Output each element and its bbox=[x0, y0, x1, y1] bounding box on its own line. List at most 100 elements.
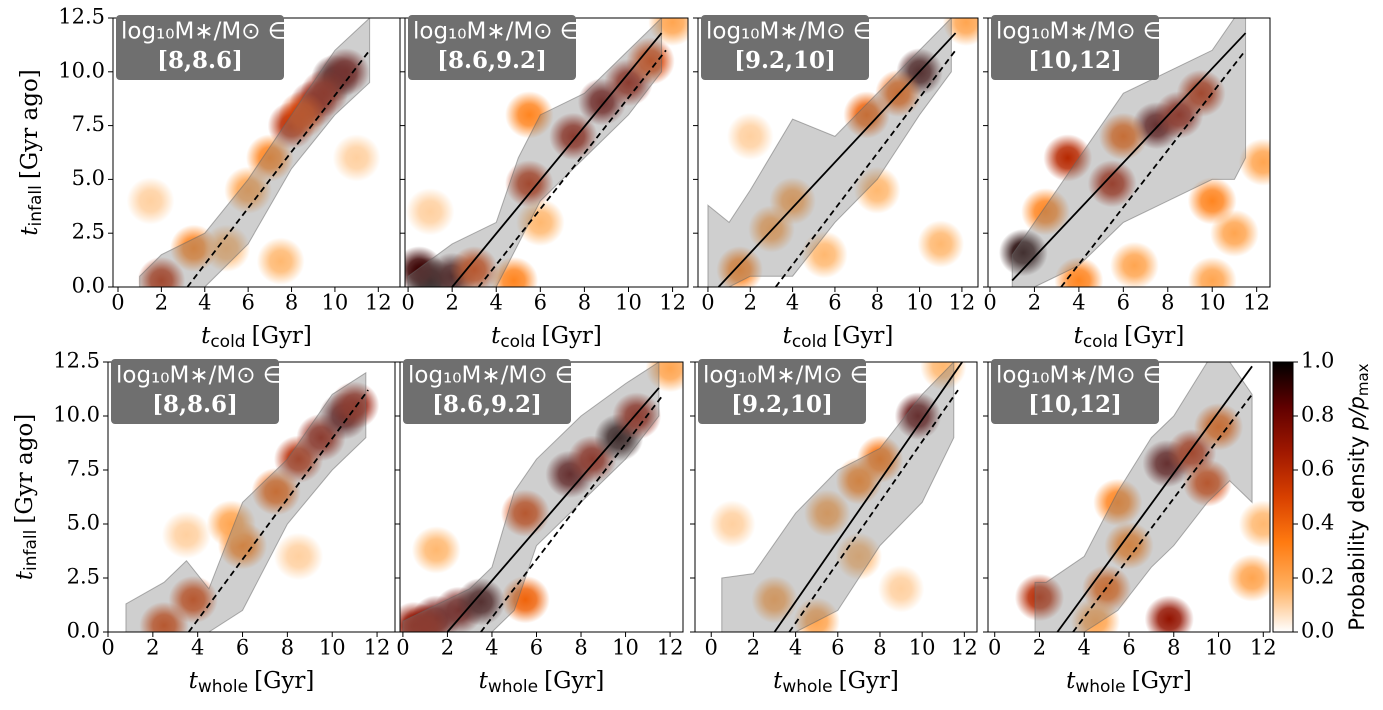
density-blob bbox=[405, 188, 455, 236]
density-blob bbox=[645, 362, 683, 393]
y-label-symbol: t bbox=[12, 570, 38, 580]
density-blob bbox=[329, 381, 380, 429]
x-tick-label: 2 bbox=[747, 636, 760, 660]
panel-label: log₁₀M∗/M⊙ ∈ bbox=[116, 363, 283, 389]
x-tick-label: 10 bbox=[1205, 636, 1232, 660]
x-label-sub: whole bbox=[488, 677, 538, 697]
panel-label-box bbox=[111, 359, 279, 424]
panel-label: log₁₀M∗/M⊙ ∈ bbox=[996, 363, 1163, 389]
density-blob bbox=[894, 392, 942, 440]
spread-band bbox=[125, 371, 367, 632]
x-tick-label: 2 bbox=[155, 291, 168, 315]
x-tick-label: 8 bbox=[873, 636, 886, 660]
x-tick-label: 10 bbox=[319, 636, 346, 660]
x-tick-label: 8 bbox=[871, 291, 884, 315]
density-blob bbox=[400, 603, 450, 632]
density-blob bbox=[835, 532, 883, 581]
reference-line bbox=[446, 387, 660, 632]
density-blob bbox=[626, 37, 675, 85]
reference-line bbox=[1056, 365, 1253, 632]
x-tick-label: 10 bbox=[906, 291, 933, 315]
x-label-sub: cold bbox=[500, 332, 535, 352]
x-label-symbol: t bbox=[189, 668, 199, 694]
x-tick-label: 6 bbox=[1122, 636, 1135, 660]
x-tick-label: 12 bbox=[657, 636, 684, 660]
density-blob bbox=[405, 246, 444, 287]
panel bbox=[709, 362, 967, 632]
x-tick-label: 8 bbox=[578, 291, 591, 315]
density-blob bbox=[1014, 573, 1065, 622]
panel bbox=[400, 362, 683, 632]
panel bbox=[125, 371, 380, 632]
x-tick-label: 10 bbox=[612, 636, 639, 660]
x-tick-label: 12 bbox=[951, 636, 978, 660]
colorbar-tick-label: 0.0 bbox=[1301, 619, 1334, 643]
x-tick-label: 2 bbox=[1033, 636, 1046, 660]
x-axis-label: tcold [Gyr] bbox=[491, 323, 602, 352]
x-label-unit: [Gyr] bbox=[542, 323, 602, 349]
x-label-symbol: t bbox=[1074, 323, 1084, 349]
y-axis-label: tinfall [Gyr ago] bbox=[17, 69, 46, 236]
y-tick-label: 0.0 bbox=[72, 274, 105, 298]
panel-label: [9.2,10] bbox=[731, 391, 833, 418]
density-blob bbox=[1176, 69, 1226, 117]
x-tick-label: 6 bbox=[831, 636, 844, 660]
density-blob bbox=[1144, 595, 1194, 632]
spread-band bbox=[707, 18, 952, 287]
x-label-sub: whole bbox=[782, 677, 832, 697]
x-tick-label: 10 bbox=[909, 636, 936, 660]
density-blob bbox=[877, 565, 925, 613]
x-tick-label: 4 bbox=[198, 291, 211, 315]
x-label-symbol: t bbox=[1066, 668, 1076, 694]
x-label-symbol: t bbox=[783, 323, 793, 349]
x-tick-label: 6 bbox=[828, 291, 841, 315]
y-tick-label: 2.5 bbox=[67, 565, 100, 589]
density-blob bbox=[202, 224, 251, 272]
panel-label: log₁₀M∗/M⊙ ∈ bbox=[706, 19, 873, 45]
x-label-sub: cold bbox=[1083, 332, 1118, 352]
density-blob bbox=[793, 597, 840, 632]
density-blob bbox=[1054, 256, 1104, 287]
y-axis-label: tinfall [Gyr ago] bbox=[12, 414, 41, 581]
x-tick-label: 0 bbox=[988, 636, 1001, 660]
x-tick-label: 4 bbox=[1072, 291, 1085, 315]
x-tick-label: 0 bbox=[101, 636, 114, 660]
density-blob bbox=[648, 18, 688, 46]
colorbar-label-sub: max bbox=[1354, 363, 1372, 396]
panel-label-box bbox=[698, 359, 866, 424]
density-blob bbox=[411, 526, 461, 574]
y-tick-label: 10.0 bbox=[58, 58, 105, 82]
x-tick-label: 8 bbox=[281, 636, 294, 660]
reference-line bbox=[477, 49, 667, 287]
colorbar-tick-label: 0.2 bbox=[1301, 565, 1334, 589]
panel-label: log₁₀M∗/M⊙ ∈ bbox=[996, 19, 1163, 45]
reference-line bbox=[451, 32, 663, 287]
x-label-sub: cold bbox=[210, 332, 245, 352]
x-tick-label: 10 bbox=[1199, 291, 1226, 315]
density-blob bbox=[1087, 160, 1137, 208]
y-label-symbol: t bbox=[17, 226, 43, 236]
colorbar-label: Probability density p/pmax bbox=[1345, 363, 1372, 630]
x-tick-label: 8 bbox=[285, 291, 298, 315]
x-tick-label: 8 bbox=[1161, 291, 1174, 315]
density-blob bbox=[804, 489, 851, 537]
panel-label: log₁₀M∗/M⊙ ∈ bbox=[703, 363, 870, 389]
panel bbox=[1014, 362, 1270, 632]
y-tick-label: 5.0 bbox=[67, 511, 100, 535]
y-label-sub: infall bbox=[21, 530, 41, 571]
panel-label-box bbox=[701, 15, 869, 80]
density-blob bbox=[709, 500, 756, 548]
density-blob bbox=[1104, 521, 1154, 570]
x-tick-label: 4 bbox=[485, 636, 498, 660]
y-label-unit: [Gyr ago] bbox=[17, 69, 43, 179]
x-tick-label: 12 bbox=[659, 291, 686, 315]
x-label-unit: [Gyr] bbox=[544, 668, 604, 694]
reference-line bbox=[773, 362, 963, 632]
density-blob bbox=[1238, 500, 1270, 548]
y-tick-label: 12.5 bbox=[58, 5, 105, 29]
x-axis-label: tcold [Gyr] bbox=[201, 323, 312, 352]
x-tick-label: 2 bbox=[1028, 291, 1041, 315]
x-tick-label: 6 bbox=[534, 291, 547, 315]
x-tick-label: 0 bbox=[111, 291, 124, 315]
